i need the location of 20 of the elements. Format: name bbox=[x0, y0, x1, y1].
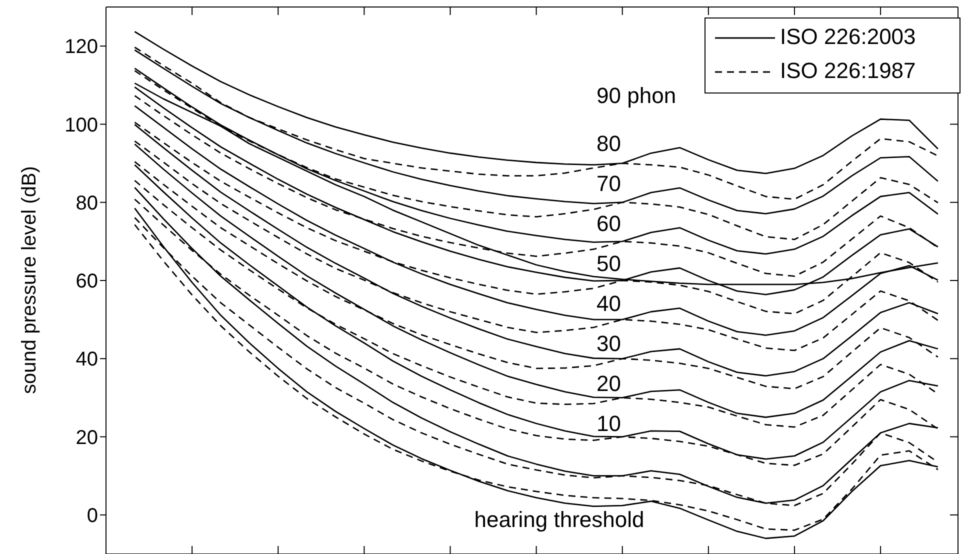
y-axis-title: sound pressure level (dB) bbox=[18, 166, 40, 394]
y-tick-label: 120 bbox=[64, 36, 98, 58]
y-tick-label: 60 bbox=[76, 270, 98, 293]
annotation: 10 bbox=[596, 410, 622, 436]
y-tick-label: 80 bbox=[76, 192, 98, 214]
y-tick-label: 40 bbox=[76, 348, 98, 371]
annotation: 80 bbox=[596, 130, 622, 156]
annotation: 40 bbox=[596, 290, 622, 316]
legend-label: ISO 226:2003 bbox=[780, 24, 916, 49]
annotation: 90 phon bbox=[596, 82, 676, 108]
annotation: 50 bbox=[596, 250, 622, 276]
annotation: 30 bbox=[596, 330, 622, 356]
y-tick-label: 20 bbox=[76, 426, 98, 449]
annotation: hearing threshold bbox=[474, 506, 644, 532]
y-tick-label: 0 bbox=[86, 505, 98, 528]
annotation: 60 bbox=[596, 210, 622, 236]
annotation: 20 bbox=[596, 370, 622, 396]
y-tick-label: 100 bbox=[64, 114, 98, 136]
annotation: 70 bbox=[596, 170, 622, 196]
legend-label: ISO 226:1987 bbox=[780, 58, 916, 83]
